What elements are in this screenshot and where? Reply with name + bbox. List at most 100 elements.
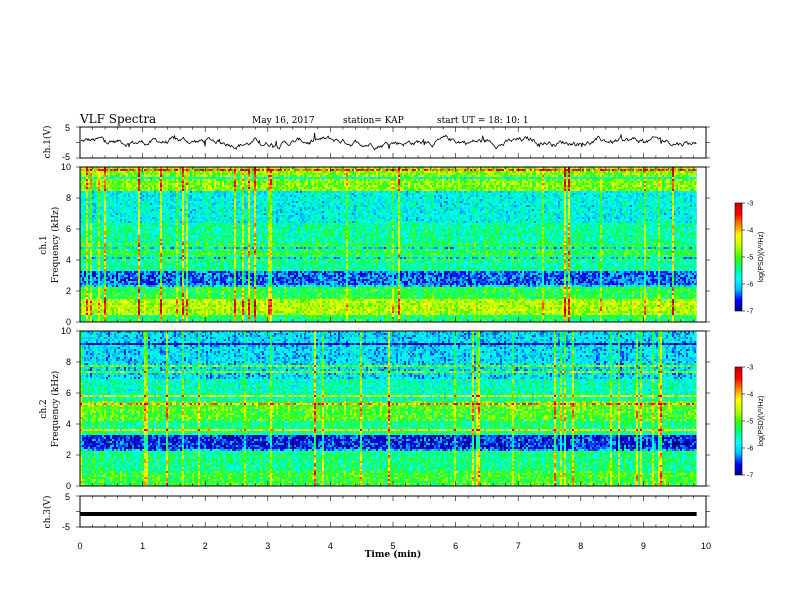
spectrogram-cell (502, 197, 505, 200)
spectrogram-cell (442, 187, 445, 190)
spectrogram-cell (602, 177, 605, 180)
spectrogram-cell (688, 191, 691, 194)
spectrogram-cell (340, 185, 343, 188)
spectrogram-cell (176, 177, 179, 180)
spectrogram-cell (526, 191, 529, 194)
spectrogram-cell (410, 181, 413, 184)
spectrogram-cell (570, 183, 573, 186)
spectrogram-cell (650, 173, 653, 176)
spectrogram-cell (198, 187, 201, 190)
spectrogram-cell (384, 191, 387, 194)
spectrogram-cell (210, 181, 213, 184)
spectrogram-cell (678, 193, 681, 196)
spectrogram-cell (586, 193, 589, 196)
spectrogram-cell (536, 169, 539, 172)
spectrogram-cell (312, 193, 315, 196)
spectrogram-cell (288, 181, 291, 184)
spectrogram-cell (610, 183, 613, 186)
spectrogram-cell (460, 173, 463, 176)
spectrogram-cell (152, 193, 155, 196)
spectrogram-cell (114, 179, 117, 182)
spectrogram-cell (330, 197, 333, 200)
spectrogram-cell (578, 167, 581, 170)
spectrogram-cell (308, 169, 311, 172)
spectrogram-cell (154, 177, 157, 180)
spectrogram-cell (382, 179, 385, 182)
spectrogram-cell (164, 183, 167, 186)
spectrogram-cell (102, 191, 105, 194)
spectrogram-cell (668, 195, 671, 198)
spectrogram-cell (220, 185, 223, 188)
spectrogram-cell (548, 193, 551, 196)
spectrogram-cell (156, 173, 159, 176)
spectrogram-cell (392, 183, 395, 186)
spectrogram-cell (466, 185, 469, 188)
spectrogram-cell (106, 191, 109, 194)
spectrogram-cell (106, 167, 109, 170)
spectrogram-cell (258, 185, 261, 188)
spectrogram-cell (356, 173, 359, 176)
spectrogram-cell (278, 185, 281, 188)
spectrogram-cell (578, 177, 581, 180)
spectrogram-cell (420, 187, 423, 190)
spectrogram-cell (178, 191, 181, 194)
spectrogram-cell (276, 193, 279, 196)
spectrogram-cell (216, 179, 219, 182)
spectrogram-cell (520, 179, 523, 182)
spectrogram-cell (692, 185, 695, 188)
spectrogram-cell (182, 185, 185, 188)
spectrogram-cell (476, 181, 479, 184)
spectrogram-cell (466, 173, 469, 176)
spectrogram-cell (608, 181, 611, 184)
spectrogram-cell (212, 187, 215, 190)
spectrogram-cell (462, 179, 465, 182)
spectrogram-cell (498, 195, 501, 198)
spectrogram-cell (110, 197, 113, 200)
spectrogram-cell (572, 187, 575, 190)
spectrogram-cell (86, 171, 89, 174)
spectrogram-cell (314, 191, 317, 194)
spectrogram-cell (584, 195, 587, 198)
spectrogram-cell (348, 191, 351, 194)
spectrogram-cell (540, 185, 543, 188)
spectrogram-cell (668, 193, 671, 196)
spectrogram-cell (296, 179, 299, 182)
spectrogram-cell (354, 185, 357, 188)
spectrogram-cell (270, 173, 273, 176)
spectrogram-cell (150, 195, 153, 198)
spectrogram-cell (582, 191, 585, 194)
spectrogram-cell (566, 189, 569, 192)
spectrogram-cell (572, 167, 575, 170)
spectrogram-cell (622, 193, 625, 196)
spectrogram-cell (258, 171, 261, 174)
spectrogram-cell (574, 183, 577, 186)
spectrogram-cell (390, 171, 393, 174)
spectrogram-cell (180, 167, 183, 170)
spectrogram-cell (156, 193, 159, 196)
spectrogram-cell (80, 195, 83, 198)
spectrogram-cell (466, 169, 469, 172)
spectrogram-cell (468, 185, 471, 188)
spectrogram-cell (326, 197, 329, 200)
spectrogram-cell (106, 195, 109, 198)
spectrogram-cell (476, 177, 479, 180)
spectrogram-cell (522, 193, 525, 196)
spectrogram-cell (254, 173, 257, 176)
spectrogram-cell (360, 197, 363, 200)
spectrogram-cell (300, 173, 303, 176)
spectrogram-cell (352, 185, 355, 188)
spectrogram-cell (662, 171, 665, 174)
spectrogram-cell (170, 167, 173, 170)
spectrogram-cell (144, 181, 147, 184)
spectrogram-cell (456, 197, 459, 200)
spectrogram-cell (454, 169, 457, 172)
spectrogram-cell (184, 189, 187, 192)
spectrogram-cell (332, 179, 335, 182)
spectrogram-cell (420, 193, 423, 196)
spectrogram-cell (190, 193, 193, 196)
spectrogram-cell (402, 187, 405, 190)
spectrogram-cell (368, 193, 371, 196)
spectrogram-cell (288, 187, 291, 190)
spectrogram-cell (636, 179, 639, 182)
spectrogram-cell (624, 171, 627, 174)
